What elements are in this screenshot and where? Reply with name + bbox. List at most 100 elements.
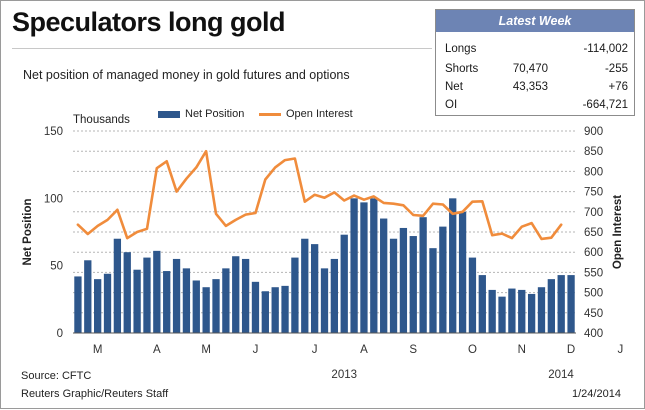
year-label: 2013 (331, 369, 357, 381)
latest-row-change: -114,002 (583, 43, 628, 55)
net-position-bar (143, 257, 151, 333)
right-tick-label: 800 (584, 166, 603, 178)
net-position-bar (281, 285, 289, 333)
legend-open-interest: Open Interest (259, 108, 353, 120)
chart-title: Speculators long gold (12, 7, 286, 37)
latest-row-label: OI (445, 99, 458, 111)
latest-row-longs: Longs -114,002 (436, 43, 634, 61)
right-tick-label: 850 (584, 146, 603, 158)
legend-label: Open Interest (286, 108, 353, 120)
net-position-bar (449, 198, 457, 333)
latest-row-label: Longs (445, 43, 477, 55)
line-layer (76, 149, 563, 241)
month-label: J (253, 344, 259, 356)
month-label: S (409, 344, 417, 356)
right-axis-title: Open Interest (612, 195, 624, 269)
net-position-bar (291, 257, 299, 333)
year-label: 2014 (548, 369, 574, 381)
latest-week-title: Latest Week (436, 10, 634, 32)
net-position-bar (340, 234, 348, 333)
net-position-bar (547, 279, 555, 333)
net-position-bar (103, 273, 112, 333)
net-position-bar (153, 250, 161, 333)
net-position-bar (123, 252, 131, 333)
net-position-bar (508, 288, 516, 333)
left-tick-label: 150 (44, 126, 63, 138)
net-position-bar (488, 289, 496, 333)
right-tick-label: 900 (584, 126, 603, 138)
net-position-bar (350, 198, 358, 333)
net-position-bar (192, 280, 200, 333)
latest-row-change: -664,721 (582, 99, 628, 111)
net-position-bar (163, 271, 171, 333)
legend-label: Net Position (185, 108, 245, 120)
left-axis-title: Net Position (22, 198, 34, 265)
left-tick-label: 100 (44, 193, 63, 205)
right-tick-label: 450 (584, 308, 603, 320)
net-position-bar (370, 198, 378, 333)
net-position-bar (527, 293, 536, 333)
net-position-bar (222, 268, 230, 333)
latest-row-value: 70,470 (512, 63, 548, 75)
net-position-bar (182, 268, 191, 333)
net-position-bar (458, 211, 467, 333)
credit-note: Reuters Graphic/Reuters Staff (21, 388, 169, 400)
net-position-bar (468, 257, 477, 333)
month-label: J (312, 344, 318, 356)
net-position-bar (251, 281, 260, 333)
right-tick-label: 650 (584, 227, 603, 239)
net-position-bar (399, 227, 408, 333)
open-interest-line (76, 149, 563, 241)
net-position-bar (172, 258, 181, 333)
net-position-bar (133, 269, 141, 333)
net-position-bar (94, 279, 102, 333)
latest-row-label: Net (445, 81, 463, 93)
net-position-bar (74, 276, 82, 333)
left-tick-label: 50 (50, 261, 63, 273)
net-position-bar (389, 238, 398, 333)
net-position-bar (419, 217, 427, 333)
month-label: M (201, 344, 211, 356)
latest-row-value: 43,353 (512, 81, 548, 93)
month-label: N (518, 344, 526, 356)
net-position-bar (567, 275, 575, 333)
left-tick-label: 0 (57, 328, 63, 340)
title-divider (12, 48, 432, 49)
net-position-bar (478, 275, 486, 333)
right-tick-label: 400 (584, 328, 603, 340)
latest-row-oi: OI -664,721 (436, 99, 634, 117)
net-position-bar (518, 289, 526, 333)
latest-week-panel: Latest Week Longs -114,002 Shorts 70,470… (435, 9, 635, 116)
net-position-bar (330, 258, 339, 333)
latest-row-shorts: Shorts 70,470 -255 (436, 63, 634, 81)
axis-layer: 0 50 100 150 400 450 500 550 600 650 700 750 800 850 9… (44, 126, 623, 381)
legend-bar-swatch (158, 110, 180, 118)
net-position-bar (537, 287, 546, 333)
net-position-bar (241, 258, 250, 333)
month-label: J (618, 344, 624, 356)
net-position-bar (360, 202, 368, 333)
right-tick-label: 550 (584, 267, 603, 279)
net-position-bar (232, 256, 240, 333)
right-tick-label: 500 (584, 288, 603, 300)
net-position-bar (557, 275, 565, 333)
net-position-bar (320, 268, 329, 333)
month-label: O (468, 344, 477, 356)
legend-net-position: Net Position (158, 108, 244, 120)
legend-line-swatch (259, 112, 281, 116)
latest-row-label: Shorts (445, 63, 479, 75)
month-label: A (153, 344, 161, 356)
source-note: Source: CFTC (21, 370, 92, 382)
month-label: D (567, 344, 575, 356)
net-position-bar (271, 287, 279, 333)
bar-layer (74, 198, 575, 333)
net-position-bar (310, 244, 319, 333)
net-position-bar (380, 218, 388, 333)
net-position-bar (429, 248, 437, 333)
right-tick-label: 750 (584, 187, 603, 199)
right-tick-label: 600 (584, 247, 603, 259)
net-position-bar (301, 238, 309, 333)
right-tick-label: 700 (584, 207, 603, 219)
